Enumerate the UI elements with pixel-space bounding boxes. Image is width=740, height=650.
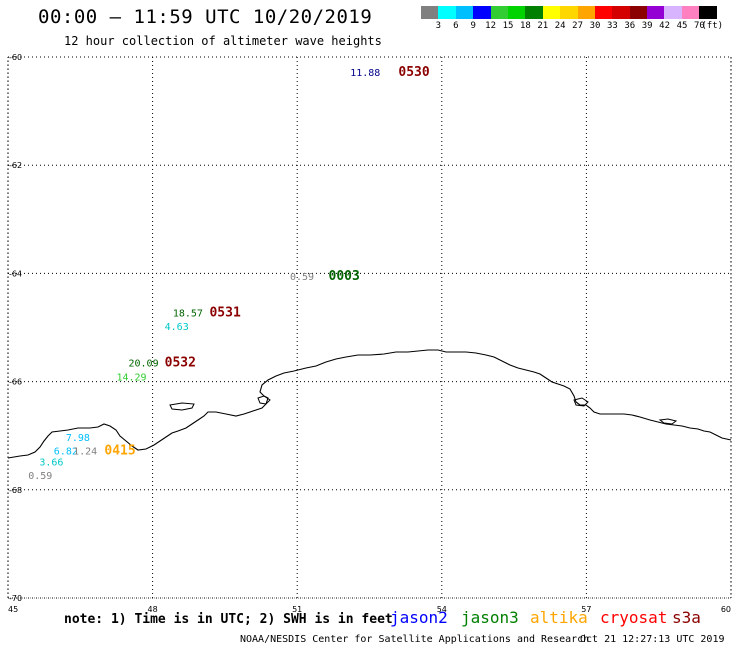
color-swatch xyxy=(560,6,578,19)
color-scale-tick-label: 9 xyxy=(470,21,476,31)
longitude-tick-label: 51 xyxy=(292,605,302,614)
color-swatch xyxy=(647,6,665,19)
color-scale-unit: (ft) xyxy=(701,21,724,31)
altimeter-observations: 11.88 0530 0.59 0003 18.57 0531 4.63 20.09 0532 1… xyxy=(28,65,430,482)
color-swatch xyxy=(594,6,613,19)
longitude-tick-label: 57 xyxy=(581,605,591,614)
page-title: 00:00 – 11:59 UTC 10/20/2019 xyxy=(38,6,373,28)
legend-item-altika: altika xyxy=(530,608,588,627)
wave-height-value: 14.29 xyxy=(116,373,146,384)
wave-height-value: 20.09 xyxy=(129,358,159,369)
latitude-tick-label: -62 xyxy=(9,161,22,170)
latitude-tick-label: -68 xyxy=(9,486,22,495)
observation-time-label: 0531 xyxy=(209,306,240,321)
observation-time-label: 0530 xyxy=(398,65,429,80)
wave-height-value: 1.24 xyxy=(73,447,97,458)
map-border xyxy=(7,56,732,599)
color-swatch xyxy=(542,6,561,19)
color-swatch xyxy=(629,6,648,19)
color-scale-tick-label: 18 xyxy=(519,21,531,31)
color-scale-tick-label: 39 xyxy=(641,21,653,31)
color-swatch xyxy=(490,6,508,19)
observation-time-label: 0415 xyxy=(104,444,135,459)
color-scale-tick-label: 15 xyxy=(502,21,514,31)
latitude-tick-label: -64 xyxy=(9,269,22,278)
observation-time-label: 0003 xyxy=(329,269,360,284)
color-scale-tick-label: 45 xyxy=(676,21,688,31)
page-subtitle: 12 hour collection of altimeter wave hei… xyxy=(64,34,382,48)
color-swatch xyxy=(473,6,491,19)
wave-height-value: 0.59 xyxy=(28,471,52,482)
color-scale-tick-label: 27 xyxy=(572,21,584,31)
color-scale-tick-label: 70 xyxy=(693,21,705,31)
legend-item-jason2: jason2 xyxy=(390,608,448,627)
longitude-tick-label: 48 xyxy=(148,605,158,614)
color-swatch xyxy=(455,6,474,19)
map-axis-labels: -60 -62 -64 -66 -68 -70 45 48 51 54 57 60 xyxy=(8,53,731,614)
latitude-tick-label: -60 xyxy=(9,53,22,62)
legend-item-jason3: jason3 xyxy=(461,608,519,627)
color-swatch xyxy=(681,6,700,19)
island-outline xyxy=(573,397,589,407)
wave-height-value: 18.57 xyxy=(173,309,203,320)
latitude-tick-label: -66 xyxy=(9,378,22,387)
color-swatch xyxy=(421,6,439,19)
observation-time-label: 0532 xyxy=(165,355,196,370)
color-scale-tick-label: 21 xyxy=(537,21,549,31)
color-scale-tick-label: 33 xyxy=(606,21,618,31)
antarctic-coastline xyxy=(7,349,732,459)
island-outline xyxy=(257,395,271,405)
longitude-tick-label: 45 xyxy=(8,605,18,614)
color-swatch xyxy=(577,6,595,19)
color-scale-tick-label: 3 xyxy=(435,21,442,31)
color-swatch xyxy=(525,6,543,19)
credit-text: NOAA/NESDIS Center for Satellite Applica… xyxy=(240,634,590,645)
color-swatch xyxy=(612,6,630,19)
wave-height-value: 6.82 xyxy=(54,447,78,458)
wave-height-value: 7.98 xyxy=(66,433,90,444)
island-outline xyxy=(169,402,195,411)
color-swatch xyxy=(507,6,526,19)
footer-note: note: 1) Time is in UTC; 2) SWH is in fe… xyxy=(64,612,393,627)
color-scale-labels: 3 6 9 12 15 18 21 24 27 30 33 36 39 42 45 70 (ft) xyxy=(421,21,740,33)
wave-height-value: 11.88 xyxy=(350,68,380,79)
wave-height-value: 0.59 xyxy=(290,272,314,283)
legend-item-cryosat: cryosat xyxy=(600,608,668,627)
latitude-tick-label: -70 xyxy=(9,594,22,603)
color-scale-tick-label: 42 xyxy=(659,21,671,31)
wave-height-value: 3.66 xyxy=(39,457,63,468)
color-swatch xyxy=(438,6,456,19)
color-scale-tick-label: 6 xyxy=(453,21,459,31)
color-scale-tick-label: 30 xyxy=(589,21,601,31)
map-frame xyxy=(7,56,732,599)
wave-height-value: 4.63 xyxy=(165,322,189,333)
color-swatch xyxy=(664,6,682,19)
generated-timestamp: Oct 21 12:27:13 UTC 2019 xyxy=(580,634,725,645)
color-swatch xyxy=(699,6,717,19)
color-scale-tick-label: 36 xyxy=(624,21,636,31)
longitude-tick-label: 60 xyxy=(721,605,731,614)
coastline-path xyxy=(7,349,732,459)
color-scale-tick-label: 24 xyxy=(554,21,566,31)
legend-item-s3a: s3a xyxy=(672,608,701,627)
color-scale-bar xyxy=(421,6,717,19)
color-scale-tick-label: 12 xyxy=(485,21,497,31)
map-grid xyxy=(7,56,732,599)
longitude-tick-label: 54 xyxy=(437,605,447,614)
island-outline xyxy=(658,418,678,425)
